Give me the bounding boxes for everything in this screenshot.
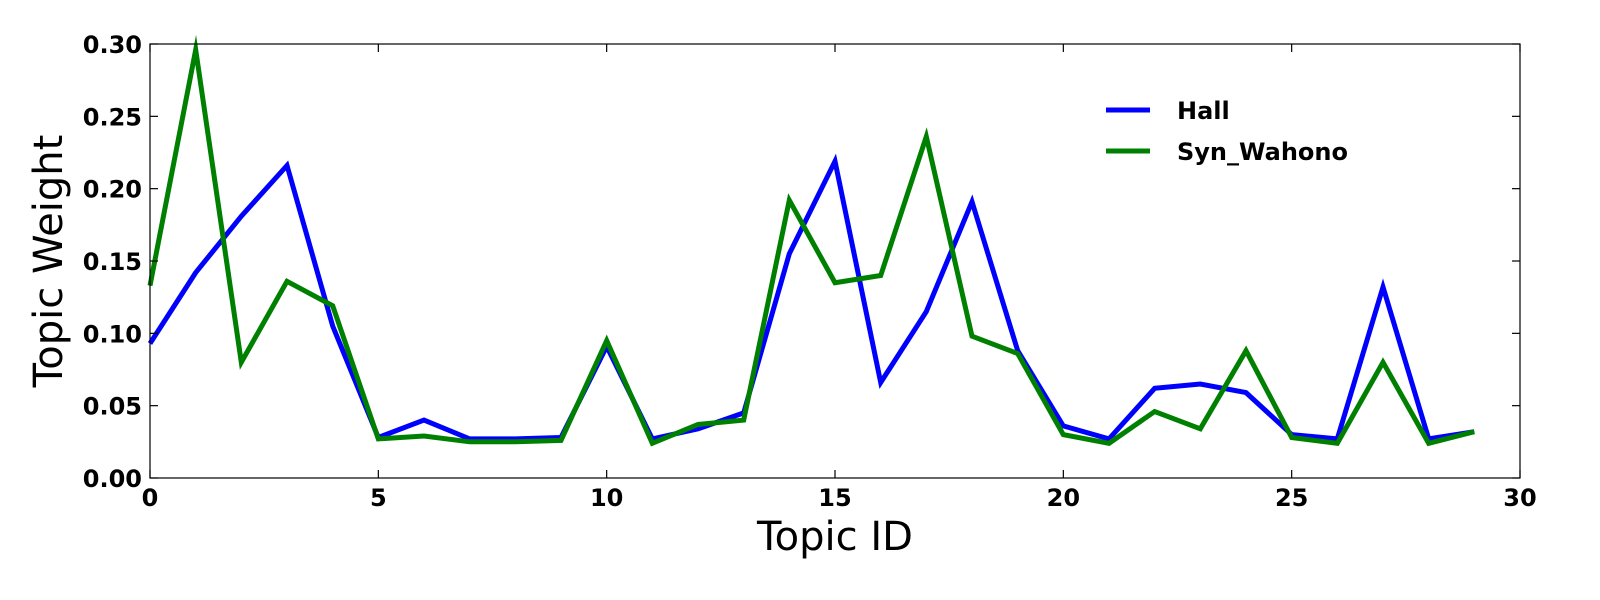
x-tick-label: 25 — [1275, 484, 1308, 512]
y-tick-label: 0.10 — [83, 320, 142, 348]
y-tick-label: 0.15 — [83, 248, 142, 276]
x-tick-label: 5 — [370, 484, 387, 512]
y-tick-label: 0.05 — [83, 393, 142, 421]
legend-label-syn-wahono: Syn_Wahono — [1177, 138, 1348, 166]
y-tick-label: 0.00 — [83, 465, 142, 493]
y-axis-title: Topic Weight — [26, 135, 72, 389]
y-tick-label: 0.25 — [83, 103, 142, 131]
x-axis-title: Topic ID — [756, 514, 913, 560]
series-layer — [147, 34, 1475, 447]
x-tick-label: 15 — [818, 484, 851, 512]
x-tick-label: 20 — [1047, 484, 1080, 512]
tick-layer: 0 5 10 15 20 25 30 0.00 0.05 0.10 0.15 0.20 0.25 0.30 — [83, 31, 1537, 512]
x-tick-label: 30 — [1503, 484, 1536, 512]
x-tick-label: 0 — [142, 484, 159, 512]
legend: Hall Syn_Wahono — [1106, 97, 1348, 166]
legend-label-hall: Hall — [1177, 97, 1230, 125]
series-line-syn-wahono — [147, 34, 1475, 447]
y-tick-label: 0.30 — [83, 31, 142, 59]
y-tick-label: 0.20 — [83, 176, 142, 204]
x-tick-label: 10 — [590, 484, 623, 512]
